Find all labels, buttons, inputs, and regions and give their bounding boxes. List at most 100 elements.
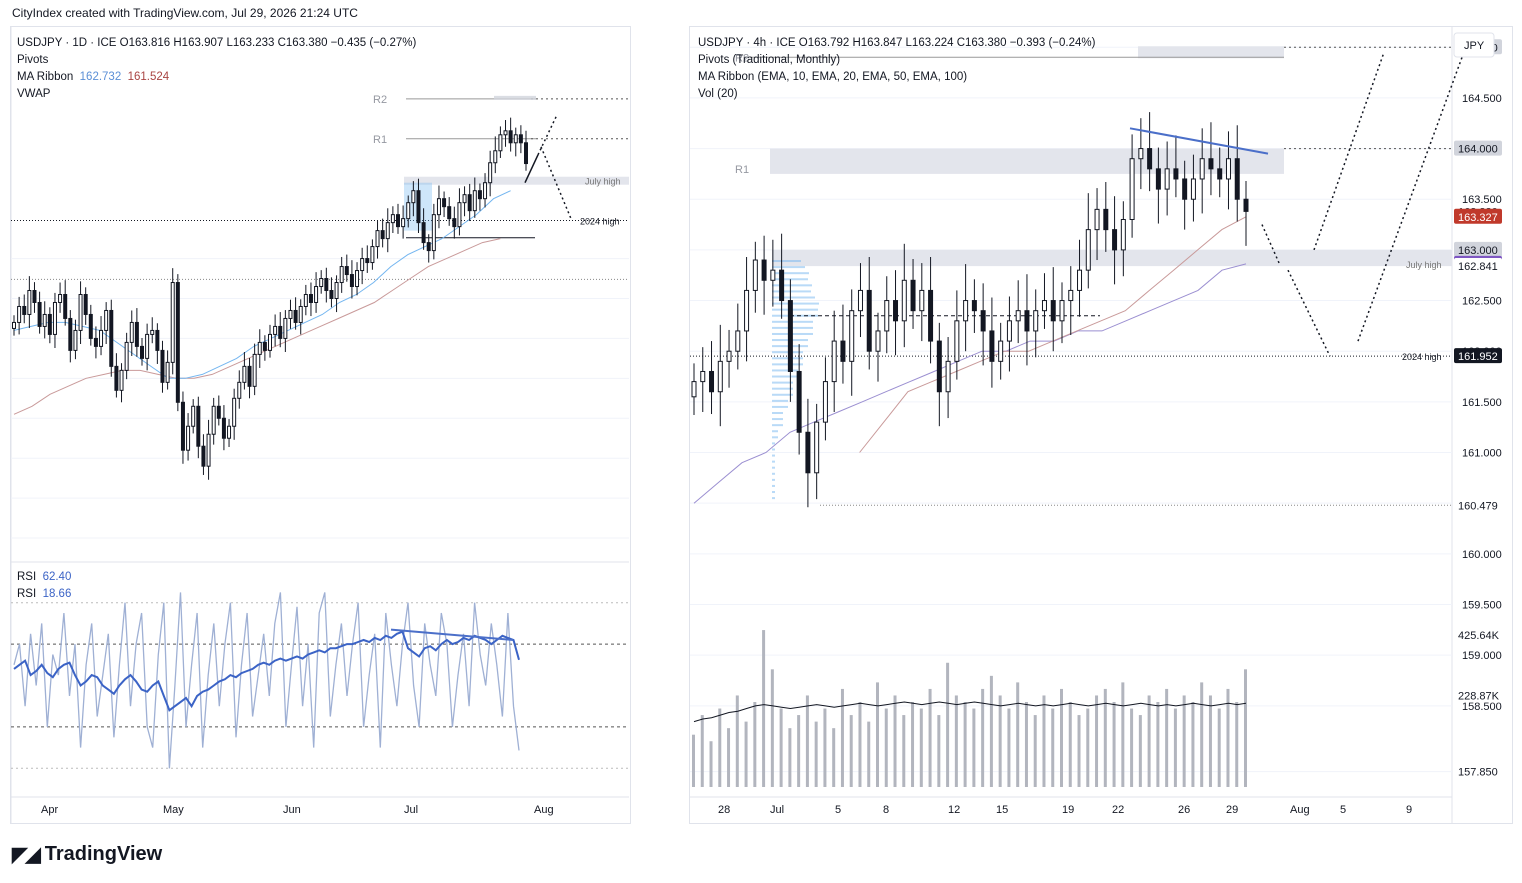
volume-profile-bar [772, 302, 819, 305]
price-label-3: 163.327 [1458, 212, 1498, 224]
bull-arrow-1 [1313, 52, 1385, 251]
volume-bar [1112, 702, 1116, 787]
volume-bar [1130, 708, 1134, 787]
volume-bar [1007, 708, 1011, 787]
volume-bar [876, 682, 879, 787]
daily-candle [349, 274, 354, 288]
left-title: USDJPY · 1D · ICE O163.816 H163.907 L163… [17, 37, 417, 49]
x-tick-label: 5 [1340, 804, 1346, 816]
volume-profile-bar [772, 424, 783, 427]
h4-candle [910, 279, 916, 312]
volume-bar [1235, 702, 1239, 787]
daily-candle [83, 294, 88, 315]
h4-candle [1217, 168, 1223, 180]
volume-profile-bar [772, 314, 818, 317]
r1-zone [770, 148, 1284, 174]
volume-bar [928, 688, 932, 787]
volume-bar [1191, 702, 1195, 787]
volume-bar [735, 695, 739, 787]
rsi-fast-line [13, 592, 520, 769]
h4-candle [770, 269, 776, 281]
h4-candle [805, 431, 811, 474]
daily-candle [37, 301, 42, 327]
h4-candle [1024, 310, 1030, 332]
daily-candle [160, 349, 165, 383]
volume-bar [1138, 715, 1142, 787]
h4-candle [1068, 289, 1074, 302]
daily-candle [52, 301, 57, 335]
left-chart-svg[interactable]: 154.000155.000156.000157.000158.000159.0… [11, 27, 630, 823]
h4-candle [691, 381, 697, 398]
daily-candle [12, 321, 16, 329]
h4-candle [1208, 158, 1214, 170]
y-tick-label: 164.500 [1462, 93, 1502, 105]
volume-profile-bar [772, 478, 775, 481]
price-label-10-bg [1454, 687, 1502, 703]
volume-bar [1095, 695, 1099, 787]
volume-profile-bar [772, 351, 803, 354]
h4-candle [1182, 178, 1188, 200]
volume-bar [718, 708, 722, 787]
x-tick-label: Apr [41, 804, 58, 816]
daily-candle [186, 425, 191, 451]
right-chart-svg[interactable]: 157.850158.500159.000159.500160.000160.5… [690, 27, 1512, 823]
daily-candle [242, 365, 247, 383]
x-tick-label: 9 [1406, 804, 1412, 816]
volume-bar [911, 702, 915, 787]
rsi-value-2: 18.66 [42, 588, 72, 600]
volume-bar [762, 630, 766, 787]
h4-candle [1085, 229, 1091, 271]
daily-candle [216, 405, 221, 419]
volume-bar [867, 721, 871, 787]
daily-candle [380, 230, 385, 240]
daily-candle [78, 294, 83, 331]
daily-candle [140, 345, 144, 359]
volume-profile-bar [772, 412, 783, 414]
right-pivots-label: Pivots (Traditional, Monthly) [698, 54, 841, 66]
daily-candle [237, 381, 242, 399]
h4-candle [831, 340, 837, 383]
h4-candle [901, 279, 907, 322]
x-tick-label: Jul [770, 804, 784, 816]
h4-candle [1225, 158, 1231, 180]
volume-profile-bar [772, 418, 783, 421]
daily-candle [211, 405, 216, 435]
volume-profile-bar [772, 369, 798, 372]
daily-candle [175, 282, 180, 403]
h4-candle [1164, 168, 1170, 190]
volume-bar [858, 702, 862, 787]
daily-candle [472, 190, 477, 212]
daily-candle [114, 365, 119, 391]
volume-bar [1200, 682, 1204, 787]
h4-candle [893, 300, 899, 322]
y-tick-label: 161.500 [1462, 397, 1502, 409]
chart-header: CityIndex created with TradingView.com, … [12, 6, 358, 20]
price-label-1-bg [1454, 140, 1502, 156]
h4-candle [1147, 148, 1153, 170]
daily-candle [370, 246, 375, 264]
right-chart-panel[interactable]: 157.850158.500159.000159.500160.000160.5… [689, 26, 1513, 824]
daily-candle [22, 305, 27, 315]
volume-bar [832, 728, 836, 787]
july-high-zone [772, 249, 1452, 267]
h4-candle [726, 350, 732, 362]
left-chart-panel[interactable]: 154.000155.000156.000157.000158.000159.0… [10, 26, 631, 824]
volume-bar [1173, 708, 1177, 787]
x-tick-label: 12 [948, 804, 960, 816]
daily-candle [27, 290, 32, 315]
july-high-zone [404, 176, 629, 185]
h4-candle [1059, 300, 1065, 322]
h4-candle [936, 340, 942, 393]
volume-profile-bar [772, 460, 775, 463]
x-tick-label: 26 [1178, 804, 1190, 816]
r2-zone [494, 95, 536, 100]
daily-candle [334, 282, 339, 299]
volume-bar [1208, 695, 1212, 787]
price-label-6: 162.841 [1458, 261, 1498, 273]
daily-candle [483, 182, 488, 200]
h4-candle [849, 310, 855, 362]
daily-candle [73, 329, 78, 351]
daily-candle [344, 266, 349, 276]
h4-candle [945, 360, 951, 393]
daily-candle [63, 294, 68, 319]
